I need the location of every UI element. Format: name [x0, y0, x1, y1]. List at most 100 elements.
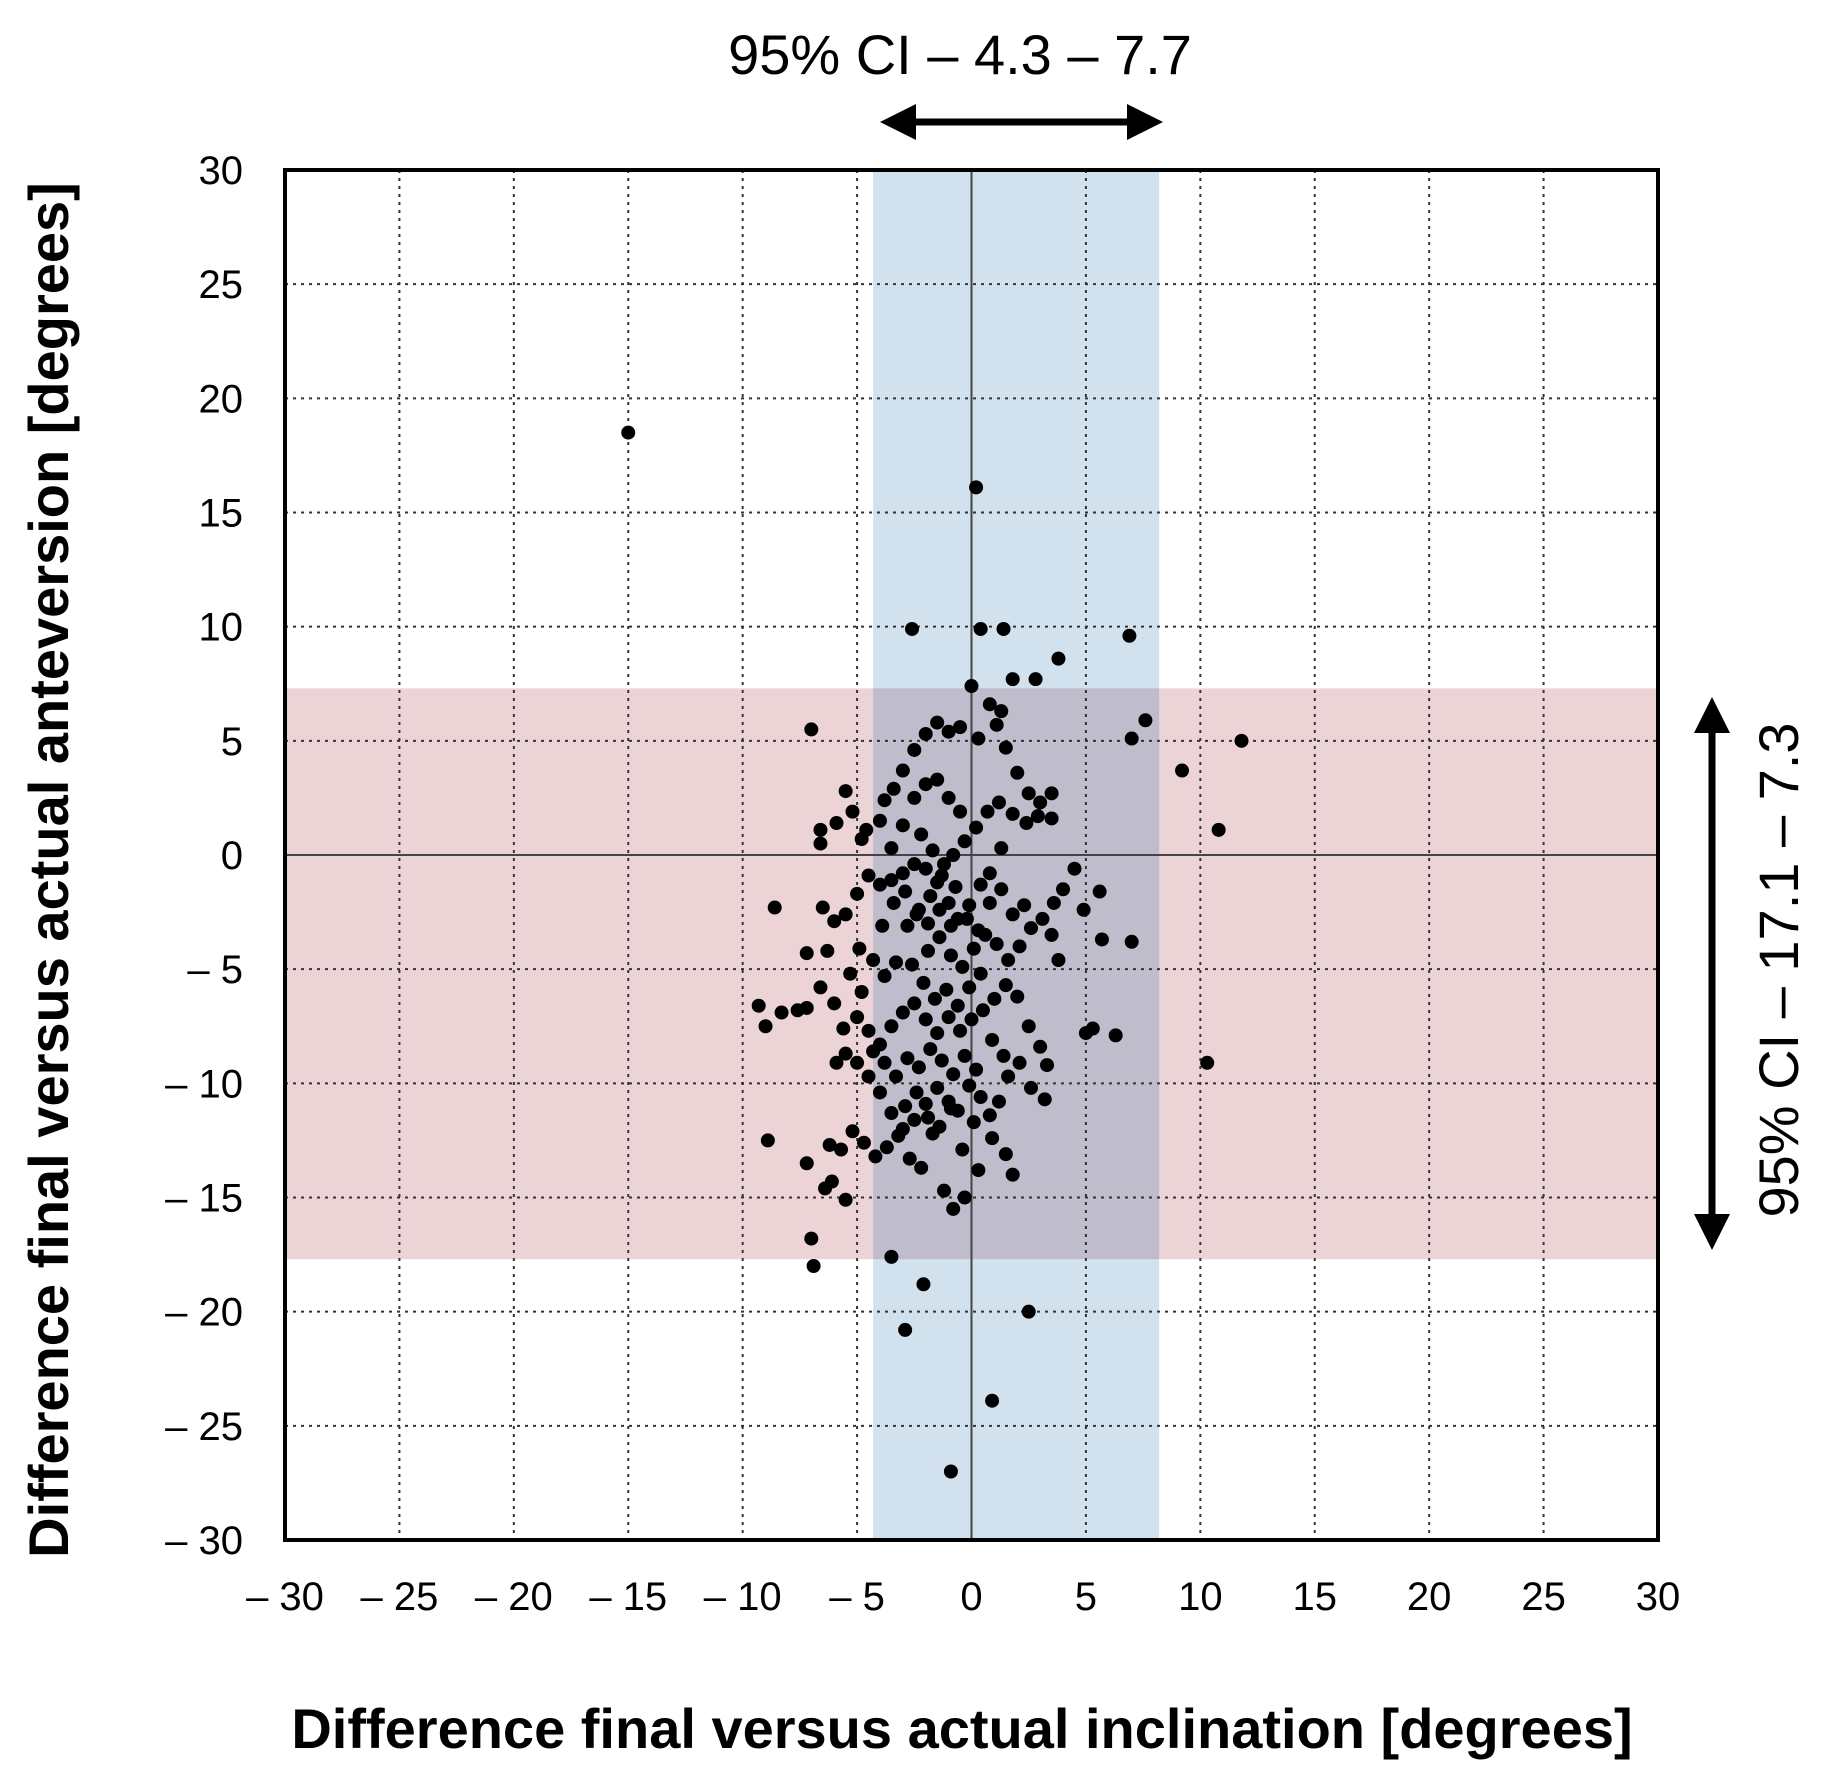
- data-point: [925, 843, 940, 858]
- data-point: [879, 1140, 894, 1155]
- data-point: [1021, 1019, 1036, 1034]
- data-point: [1021, 1304, 1036, 1319]
- data-point: [953, 804, 968, 819]
- data-point: [1122, 628, 1137, 643]
- data-point: [918, 1012, 933, 1027]
- data-point: [891, 1128, 906, 1143]
- data-point: [957, 834, 972, 849]
- data-point: [886, 895, 901, 910]
- y-tick-label: – 10: [165, 1062, 243, 1106]
- y-tick-label: 5: [221, 720, 243, 764]
- x-tick-label: 10: [1178, 1575, 1223, 1619]
- data-point: [943, 1464, 958, 1479]
- data-point: [813, 980, 828, 995]
- data-point: [957, 1190, 972, 1205]
- grid-lines: [285, 170, 1658, 1540]
- data-point: [884, 1019, 899, 1034]
- data-point: [1044, 927, 1059, 942]
- data-point: [845, 804, 860, 819]
- data-point: [1040, 1058, 1055, 1073]
- data-point: [1010, 989, 1025, 1004]
- data-point: [971, 1163, 986, 1178]
- data-point: [843, 966, 858, 981]
- y-tick-label: 20: [199, 377, 244, 421]
- y-tick-label: 0: [221, 834, 243, 878]
- data-point: [850, 886, 865, 901]
- data-point: [804, 1231, 819, 1246]
- data-point: [973, 877, 988, 892]
- x-tick-label: 30: [1636, 1575, 1681, 1619]
- data-point: [829, 1055, 844, 1070]
- data-point: [1012, 1055, 1027, 1070]
- data-point: [927, 991, 942, 1006]
- data-point: [911, 1060, 926, 1075]
- data-point: [856, 1135, 871, 1150]
- data-point: [850, 1010, 865, 1025]
- data-point: [1234, 733, 1249, 748]
- data-point: [888, 1069, 903, 1084]
- data-point: [985, 1393, 1000, 1408]
- data-point: [934, 1053, 949, 1068]
- data-point: [914, 827, 929, 842]
- data-point: [985, 1131, 1000, 1146]
- data-point: [799, 1000, 814, 1015]
- y-axis-title: Difference final versus actual anteversi…: [17, 182, 80, 1558]
- data-point: [895, 763, 910, 778]
- data-point: [838, 784, 853, 799]
- data-point: [827, 914, 842, 929]
- data-point: [898, 884, 913, 899]
- data-point: [895, 866, 910, 881]
- data-point: [946, 1067, 961, 1082]
- data-point: [877, 1055, 892, 1070]
- data-point: [872, 1085, 887, 1100]
- data-point: [921, 943, 936, 958]
- y-tick-label: – 20: [165, 1291, 243, 1335]
- data-point: [973, 1090, 988, 1105]
- x-ci-label: 95% CI – 4.3 – 7.7: [728, 23, 1192, 86]
- y-ci-arrow: [1694, 697, 1730, 1250]
- data-point: [1012, 939, 1027, 954]
- data-point: [1200, 1055, 1215, 1070]
- data-point: [827, 996, 842, 1011]
- data-point: [1023, 921, 1038, 936]
- data-point: [838, 1192, 853, 1207]
- data-point: [923, 889, 938, 904]
- data-point: [909, 907, 924, 922]
- data-point: [916, 975, 931, 990]
- data-point: [1005, 806, 1020, 821]
- data-point: [962, 898, 977, 913]
- x-tick-label: 20: [1407, 1575, 1452, 1619]
- data-point: [1175, 763, 1190, 778]
- x-tick-label: 25: [1521, 1575, 1566, 1619]
- data-point: [861, 1023, 876, 1038]
- data-point: [1037, 1092, 1052, 1107]
- data-point: [845, 1124, 860, 1139]
- data-point: [1108, 1028, 1123, 1043]
- data-point: [838, 907, 853, 922]
- data-point: [884, 1106, 899, 1121]
- data-point: [971, 731, 986, 746]
- data-point: [923, 1042, 938, 1057]
- data-point: [973, 966, 988, 981]
- data-point: [907, 996, 922, 1011]
- data-point: [1046, 895, 1061, 910]
- data-point: [982, 895, 997, 910]
- data-point: [1067, 861, 1082, 876]
- data-point: [1124, 934, 1139, 949]
- data-point: [898, 1322, 913, 1337]
- data-point: [996, 1048, 1011, 1063]
- data-point: [875, 918, 890, 933]
- data-point: [1092, 884, 1107, 899]
- data-point: [975, 1003, 990, 1018]
- data-point: [998, 740, 1013, 755]
- data-point: [994, 704, 1009, 719]
- data-point: [937, 1183, 952, 1198]
- data-point: [964, 1012, 979, 1027]
- data-point: [964, 679, 979, 694]
- data-point: [1085, 1021, 1100, 1036]
- data-point: [991, 795, 1006, 810]
- data-point: [943, 948, 958, 963]
- x-tick-label: – 10: [704, 1575, 782, 1619]
- data-point: [861, 868, 876, 883]
- data-point: [907, 857, 922, 872]
